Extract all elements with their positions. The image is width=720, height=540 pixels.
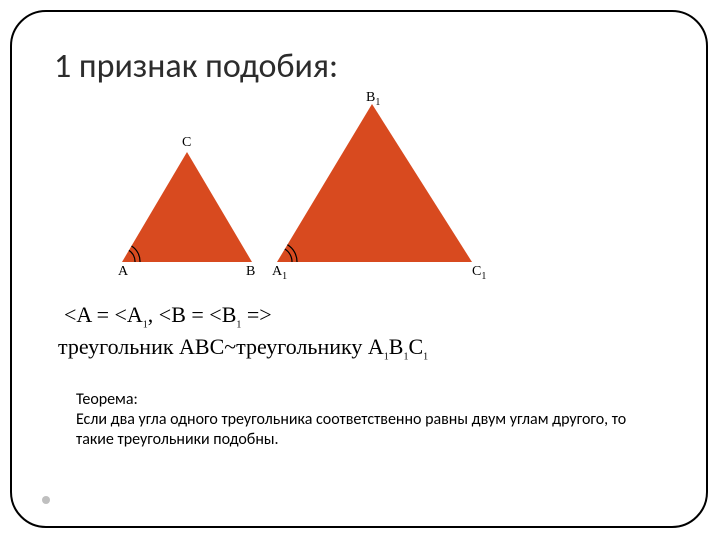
- vertex-label-C1-sub: 1: [481, 271, 486, 282]
- condition-line: <A = <A1, <B = <B1 =>: [64, 302, 272, 330]
- conclusion-line: треугольник ABC~треугольнику A1B1C1: [58, 334, 428, 362]
- triangle-large: [277, 104, 472, 262]
- vertex-label-A1: A1: [272, 264, 287, 282]
- similarity-diagram: A C B A1 B1 C1: [112, 102, 532, 282]
- theorem-block: Теорема: Если два угла одного треугольни…: [76, 390, 658, 450]
- vertex-label-A: A: [118, 264, 128, 280]
- cond-part1: <A = <A: [64, 302, 143, 327]
- vertex-label-B: B: [246, 264, 255, 280]
- corner-bullet-icon: [42, 496, 50, 504]
- vertex-label-B1: B1: [366, 90, 380, 108]
- concl-mid2: C: [408, 334, 423, 359]
- diagram-svg: [112, 102, 532, 282]
- vertex-label-C1: C1: [472, 264, 486, 282]
- cond-part2: , <B = <B: [148, 302, 237, 327]
- vertex-label-A1-base: A: [272, 264, 282, 279]
- vertex-label-B1-base: B: [366, 90, 375, 105]
- theorem-text: Если два угла одного треугольника соотве…: [76, 410, 658, 450]
- concl-mid1: B: [389, 334, 404, 359]
- theorem-label: Теорема:: [76, 390, 658, 410]
- concl-prefix: треугольник ABC~треугольнику A: [58, 334, 384, 359]
- cond-suffix: =>: [241, 302, 271, 327]
- slide-title: 1 признак подобия:: [54, 46, 338, 87]
- vertex-label-C: C: [182, 135, 191, 151]
- vertex-label-A1-sub: 1: [282, 271, 287, 282]
- vertex-label-C1-base: C: [472, 264, 481, 279]
- concl-sub3: 1: [423, 351, 428, 362]
- vertex-label-B1-sub: 1: [375, 97, 380, 108]
- triangle-small: [122, 152, 252, 262]
- slide-frame: 1 признак подобия: A C B A1 B1 C1: [10, 10, 708, 528]
